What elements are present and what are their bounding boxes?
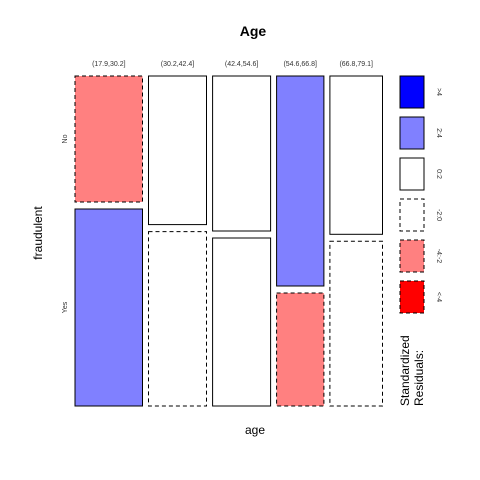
legend-label: 2:4	[435, 128, 442, 138]
y-tick-labels: No Yes	[62, 134, 69, 313]
legend-label: >4	[435, 88, 442, 96]
mosaic-tile-3-yes	[276, 292, 325, 407]
legend-swatch	[399, 116, 425, 150]
x-tick-labels: (17.9,30.2] (30.2,42.4] (42.4,54.6] (54.6,6…	[92, 61, 373, 68]
legend-label: -4:-2	[435, 249, 442, 264]
mosaic-tile-2-no	[212, 75, 272, 232]
mosaic-tile-2-yes	[212, 237, 272, 407]
x-tick-label: (30.2,42.4]	[161, 61, 195, 68]
mosaic-tile-4-no	[329, 75, 383, 235]
mosaic-tile-3-no	[276, 75, 325, 287]
mosaic-tile-0-no	[74, 75, 143, 203]
legend-title-line: Residuals:	[412, 350, 426, 406]
x-tick-label: (54.6,66.8]	[283, 61, 317, 68]
legend-label: <-4	[435, 292, 442, 302]
legend-label: -2:0	[435, 209, 442, 221]
legend-swatch	[399, 239, 425, 273]
y-axis-label: fraudulent	[31, 206, 45, 260]
mosaic-tiles	[74, 75, 383, 407]
legend-title-line: Standardized	[398, 335, 412, 406]
y-tick-label: No	[62, 134, 69, 143]
x-tick-label: (17.9,30.2]	[92, 61, 126, 68]
mosaic-tile-4-yes	[329, 240, 383, 407]
legend-swatch	[399, 198, 425, 232]
mosaic-tile-1-yes	[148, 231, 207, 407]
legend-swatch	[399, 157, 425, 191]
legend-swatch	[399, 75, 425, 109]
x-tick-label: (42.4,54.6]	[225, 61, 259, 68]
y-tick-label: Yes	[62, 301, 69, 313]
mosaic-tile-1-no	[148, 75, 207, 226]
legend-swatch	[399, 280, 425, 314]
legend-label: 0:2	[435, 169, 442, 179]
x-axis-label: age	[245, 423, 265, 437]
x-tick-label: (66.8,79.1]	[339, 61, 373, 68]
mosaic-tile-0-yes	[74, 208, 143, 407]
chart-title: Age	[240, 23, 267, 39]
legend: >4 2:4 0:2 -2:0 -4:-2 <-4 Standardized Residual…	[398, 75, 442, 406]
